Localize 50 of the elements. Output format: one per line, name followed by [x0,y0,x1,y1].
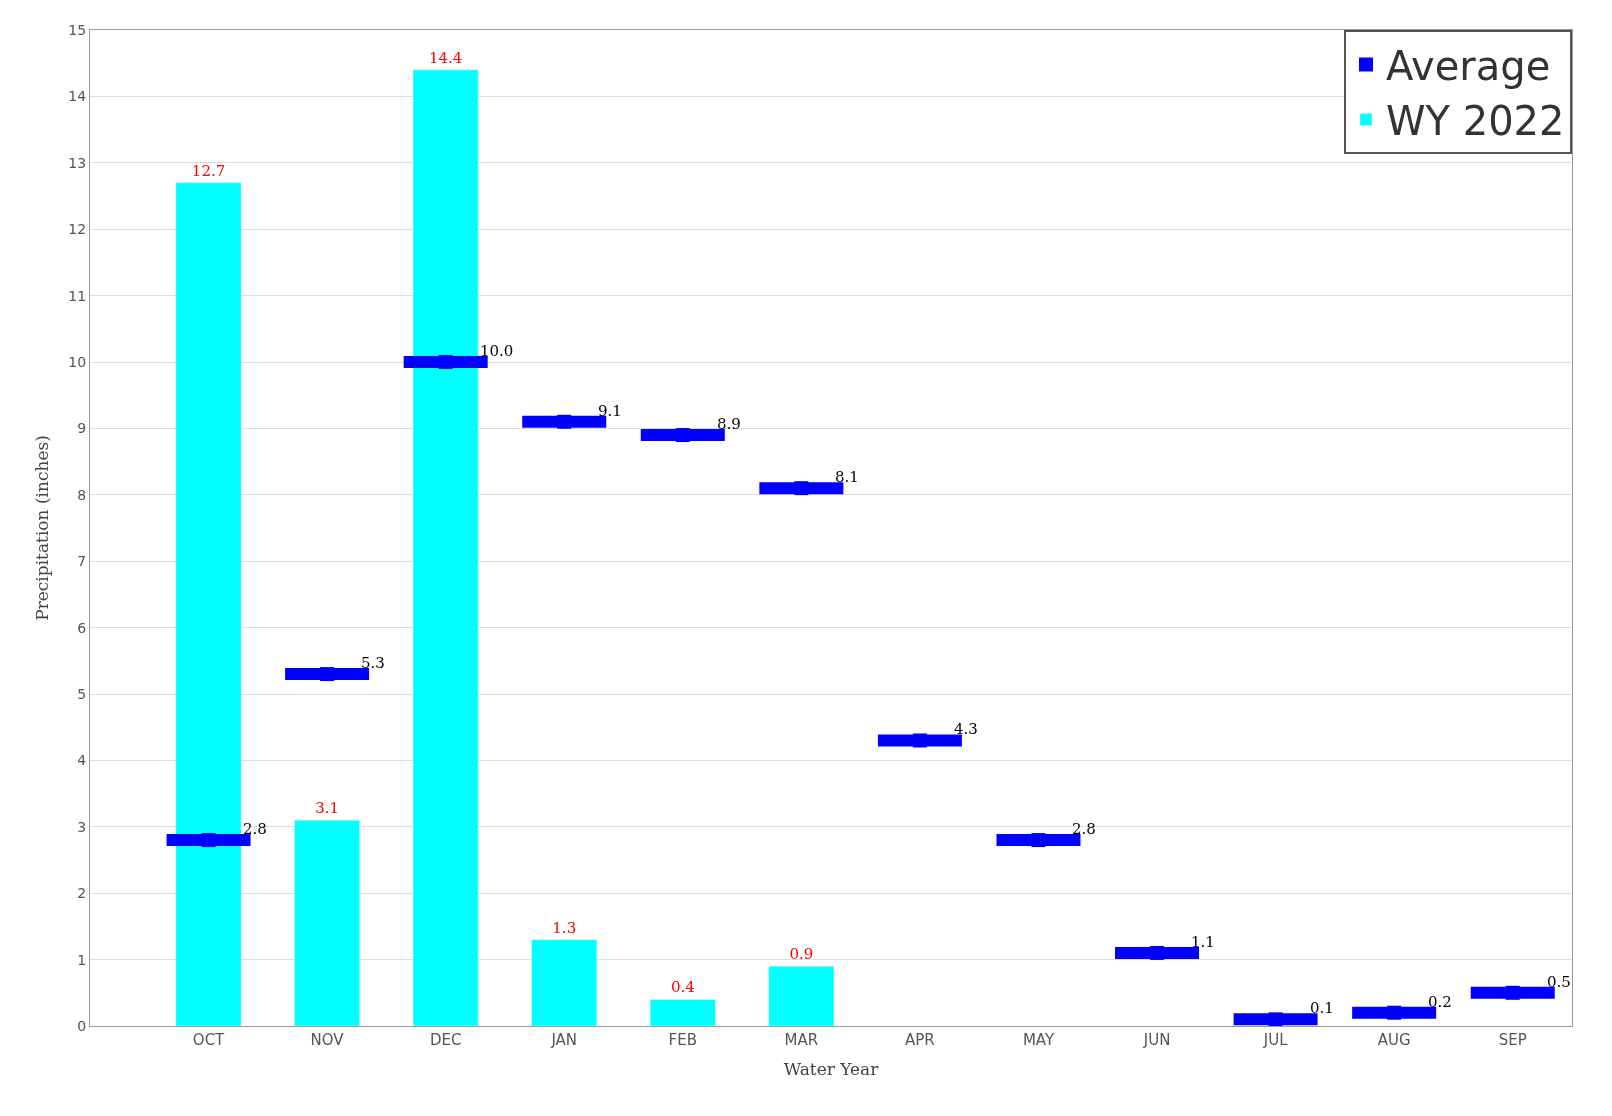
legend-label: WY 2022 [1386,98,1565,145]
data-label: 0.5 [1547,973,1571,991]
x-tick-label: MAR [784,1031,819,1049]
x-tick-label: NOV [310,1031,345,1049]
x-tick-label: JUL [1262,1031,1289,1049]
legend-label: Average [1386,43,1551,90]
x-axis-title: Water Year [783,1059,880,1080]
y-tick-label: 15 [68,21,87,38]
y-tick-label: 9 [77,420,87,437]
y-tick-label: 7 [77,553,87,570]
x-tick-label: JUN [1142,1031,1171,1049]
y-axis-title: Precipitation (inches) [31,435,52,621]
data-label: 9.1 [598,402,622,420]
y-tick-label: 14 [68,88,87,105]
x-tick-label: AUG [1377,1031,1411,1049]
data-label: 0.4 [670,978,695,997]
data-label: 3.1 [315,799,340,818]
data-label: 1.3 [552,918,577,937]
data-label: 2.8 [243,820,267,838]
data-label: 10.0 [480,342,514,360]
data-label: 0.9 [789,945,814,964]
data-label: 8.1 [835,468,859,486]
data-label: 2.8 [1072,820,1096,838]
x-tick-label: OCT [192,1031,226,1049]
y-tick-label: 2 [77,885,87,902]
y-tick-label: 3 [77,818,87,835]
y-tick-label: 11 [68,287,87,304]
data-label: 0.2 [1428,993,1452,1011]
y-tick-label: 8 [77,486,87,503]
x-tick-label: MAY [1022,1031,1055,1049]
y-tick-label: 1 [77,951,87,968]
y-tick-label: 6 [77,619,87,636]
data-label: 12.7 [191,161,226,180]
data-label: 0.1 [1310,999,1334,1017]
y-tick-label: 12 [68,221,87,238]
y-tick-label: 4 [77,752,87,769]
y-tick-label: 5 [77,685,87,702]
y-tick-label: 13 [68,154,87,171]
data-label: 1.1 [1191,933,1215,951]
y-tick-label: 10 [68,353,87,370]
x-tick-label: DEC [429,1031,462,1049]
x-tick-label: FEB [668,1031,697,1049]
data-label: 14.4 [428,48,463,67]
data-label: 5.3 [361,654,385,672]
data-label: 8.9 [717,415,741,433]
x-tick-label: SEP [1498,1031,1527,1049]
x-tick-label: JAN [550,1031,578,1049]
data-label: 4.3 [954,720,978,738]
y-tick-label: 0 [77,1017,87,1034]
x-tick-label: APR [905,1031,935,1049]
